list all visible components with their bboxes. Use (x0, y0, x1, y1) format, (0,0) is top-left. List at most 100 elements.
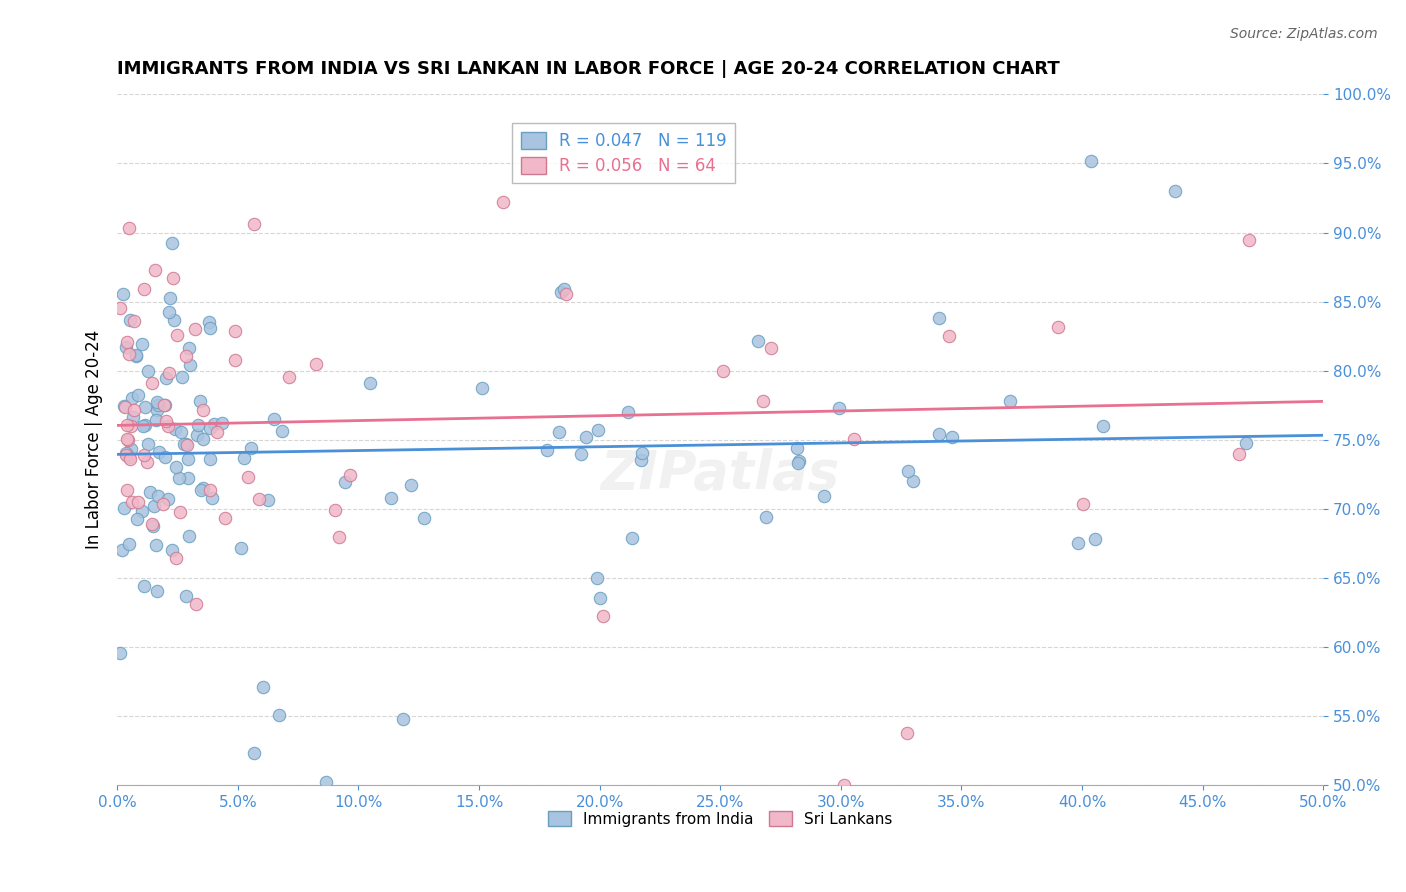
Point (575, 429, 598, 443)
Point (179, 529, 201, 543)
Point (122, 403, 145, 417)
Point (550, 285, 572, 300)
Point (252, 680, 274, 694)
Point (112, 399, 135, 413)
Point (1067, 535, 1090, 549)
Point (115, 483, 138, 497)
Point (547, 425, 569, 439)
Point (146, 395, 169, 409)
Point (157, 418, 180, 433)
Point (134, 417, 156, 432)
Point (592, 609, 614, 624)
Point (1084, 532, 1107, 546)
Point (174, 590, 197, 604)
Point (114, 501, 136, 516)
Point (630, 452, 652, 467)
Point (271, 424, 294, 438)
Point (901, 475, 924, 489)
Y-axis label: In Labor Force | Age 20-24: In Labor Force | Age 20-24 (86, 330, 103, 549)
Point (928, 311, 950, 326)
Point (269, 708, 291, 723)
Point (380, 491, 402, 505)
Point (198, 451, 221, 466)
Point (121, 409, 143, 424)
Point (108, 646, 131, 660)
Point (315, 775, 337, 789)
Point (146, 402, 169, 417)
Point (1071, 497, 1094, 511)
Point (165, 460, 187, 475)
Point (1227, 447, 1250, 461)
Point (184, 598, 207, 612)
Point (174, 437, 197, 451)
Point (155, 370, 177, 384)
Point (224, 353, 246, 368)
Point (121, 391, 143, 405)
Point (159, 292, 181, 306)
Point (114, 400, 136, 414)
Point (620, 532, 643, 546)
Point (257, 493, 280, 508)
Point (167, 471, 190, 485)
Point (152, 497, 174, 511)
Point (842, 432, 865, 446)
Point (1080, 153, 1102, 168)
Point (120, 419, 142, 434)
Point (188, 394, 211, 409)
Point (236, 470, 259, 484)
Point (165, 551, 187, 566)
Point (141, 517, 163, 532)
Legend: Immigrants from India, Sri Lankans: Immigrants from India, Sri Lankans (541, 805, 898, 833)
Point (471, 381, 494, 395)
Point (813, 489, 835, 503)
Point (897, 464, 920, 478)
Point (132, 282, 155, 296)
Point (202, 417, 225, 432)
Point (896, 725, 918, 739)
Point (229, 541, 252, 556)
Point (172, 370, 194, 384)
Point (1237, 234, 1260, 248)
Point (132, 448, 155, 462)
Point (1234, 435, 1257, 450)
Point (1000, 394, 1022, 409)
Point (191, 403, 214, 417)
Point (751, 394, 773, 409)
Point (399, 478, 422, 492)
Point (143, 263, 166, 277)
Point (165, 422, 187, 436)
Point (211, 416, 233, 430)
Point (115, 418, 138, 433)
Point (124, 314, 146, 328)
Point (170, 425, 193, 439)
Point (759, 342, 782, 356)
Text: IMMIGRANTS FROM INDIA VS SRI LANKAN IN LABOR FORCE | AGE 20-24 CORRELATION CHART: IMMIGRANTS FROM INDIA VS SRI LANKAN IN L… (117, 60, 1060, 78)
Point (118, 451, 141, 466)
Point (224, 324, 246, 338)
Point (146, 584, 169, 599)
Point (187, 418, 209, 433)
Point (247, 492, 270, 507)
Point (193, 433, 215, 447)
Point (941, 430, 963, 444)
Point (115, 448, 138, 462)
Point (1164, 184, 1187, 198)
Point (173, 437, 195, 451)
Point (153, 398, 176, 412)
Point (786, 442, 808, 456)
Point (108, 301, 131, 316)
Point (121, 495, 143, 509)
Point (201, 491, 224, 505)
Point (186, 428, 208, 442)
Point (160, 235, 183, 250)
Point (176, 438, 198, 452)
Point (179, 358, 201, 372)
Point (115, 339, 138, 353)
Point (153, 450, 176, 464)
Point (305, 357, 328, 371)
Point (115, 446, 138, 460)
Point (588, 423, 610, 437)
Point (554, 287, 576, 301)
Point (136, 364, 159, 378)
Point (190, 483, 212, 497)
